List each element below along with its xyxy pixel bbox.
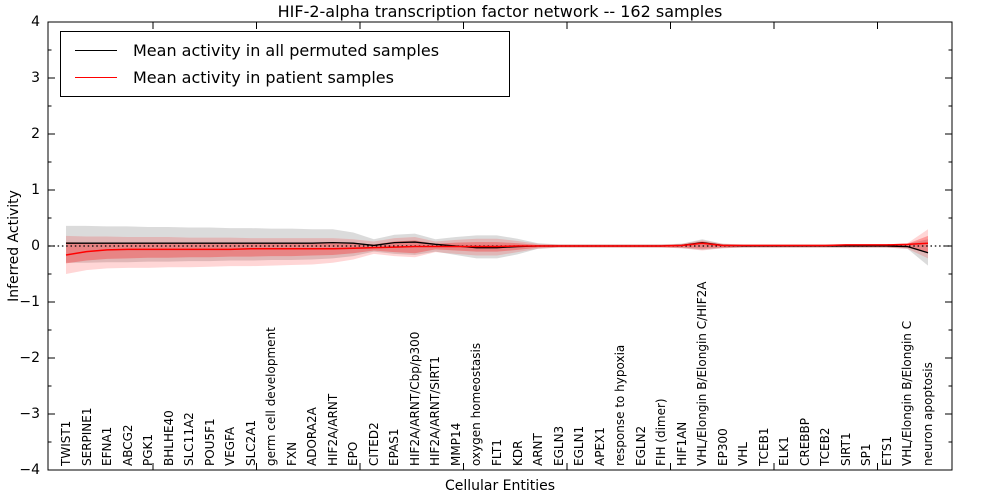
x-tick-label: HIF1AN [674,421,689,466]
x-tick-label: ETS1 [879,435,894,466]
x-tick-label: CREBBP [797,418,812,466]
x-tick-label: ARNT [531,433,546,466]
x-tick-label: HIF2A/ARNT/SIRT1 [428,356,443,466]
legend-label-patient: Mean activity in patient samples [133,68,394,87]
x-tick-label: EPO [346,441,361,466]
x-tick-label: HIF2A/ARNT/Cbp/p300 [407,331,422,466]
x-tick-label: VHL [736,442,751,466]
x-tick-label: MMP14 [448,422,463,466]
x-tick-label: EGLN1 [572,425,587,466]
chart-title: HIF-2-alpha transcription factor network… [277,2,723,21]
x-tick-label: SLC11A2 [182,412,197,466]
x-tick-label: EFNA1 [100,426,115,466]
x-tick-label: POU5F1 [202,418,217,466]
legend-label-permuted: Mean activity in all permuted samples [133,41,440,60]
patient-mean-line [65,242,929,256]
patient-inner-band [66,235,928,264]
x-tick-label: oxygen homeostasis [469,342,484,466]
x-tick-label: TCEB2 [818,427,833,466]
legend: Mean activity in all permuted samples Me… [60,31,510,97]
x-tick-label: SLC2A1 [243,419,258,466]
y-tick-label: 0 [31,238,40,254]
x-tick-label: ADORA2A [305,407,320,466]
x-tick-label: germ cell development [264,327,279,466]
x-axis-label: Cellular Entities [444,478,556,494]
x-tick-label: ELK1 [777,436,792,466]
x-tick-label: VEGFA [223,426,238,466]
x-tick-label: EPAS1 [387,428,402,466]
x-tick-label: VHL/Elongin B/Elongin C/HIF2A [695,281,710,466]
x-tick-label: SERPINE1 [79,407,94,466]
y-tick-label: 2 [31,126,40,142]
patient-outer-band [66,229,928,274]
x-tick-label: EGLN2 [633,425,648,466]
x-tick-label: VHL/Elongin B/Elongin C [900,320,915,466]
y-tick-label: 4 [31,14,40,30]
x-tick-label: response to hypoxia [613,344,628,466]
x-tick-label: ABCG2 [120,424,135,466]
x-tick-label: TCEB1 [756,427,771,466]
x-tick-label: TWIST1 [59,420,73,466]
x-tick-label: APEX1 [592,427,607,466]
x-tick-label: EP300 [715,428,730,466]
x-tick-label: FIH (dimer) [654,398,669,466]
y-tick-label: 1 [31,182,40,198]
x-tick-label: HIF2A/ARNT [325,393,340,466]
x-tick-label: BHLHE40 [161,410,176,466]
legend-item-permuted: Mean activity in all permuted samples [61,41,509,60]
legend-line-black [75,50,117,51]
y-tick-label: −4 [19,462,40,478]
y-tick-label: −3 [19,406,40,422]
x-tick-label: EGLN3 [551,425,566,466]
y-tick-label: 3 [31,70,40,86]
legend-item-patient: Mean activity in patient samples [61,68,509,87]
x-tick-label: FXN [284,441,299,466]
x-tick-label: neuron apoptosis [921,362,935,466]
x-tick-label: CITED2 [366,422,381,466]
y-tick-label: −2 [19,350,40,366]
x-tick-label: KDR [510,440,525,466]
x-tick-label: SP1 [859,443,874,467]
x-tick-label: PGK1 [141,433,156,466]
legend-line-red [75,77,117,78]
x-tick-label: SIRT1 [838,432,853,466]
x-tick-label: FLT1 [490,439,504,466]
y-tick-label: −1 [19,294,40,310]
